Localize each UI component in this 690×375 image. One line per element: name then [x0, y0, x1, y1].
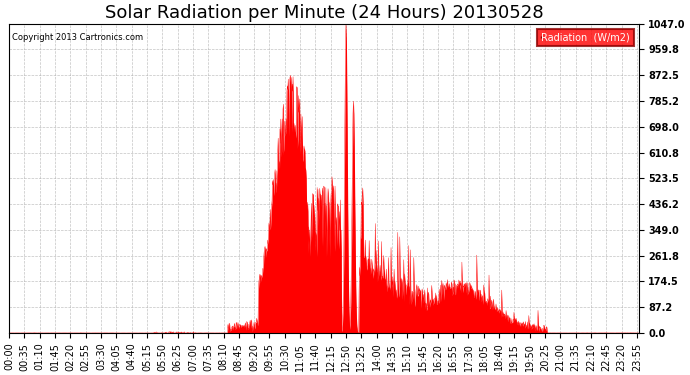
Title: Solar Radiation per Minute (24 Hours) 20130528: Solar Radiation per Minute (24 Hours) 20… [105, 4, 543, 22]
Text: Copyright 2013 Cartronics.com: Copyright 2013 Cartronics.com [12, 33, 144, 42]
Legend: Radiation  (W/m2): Radiation (W/m2) [538, 28, 633, 46]
